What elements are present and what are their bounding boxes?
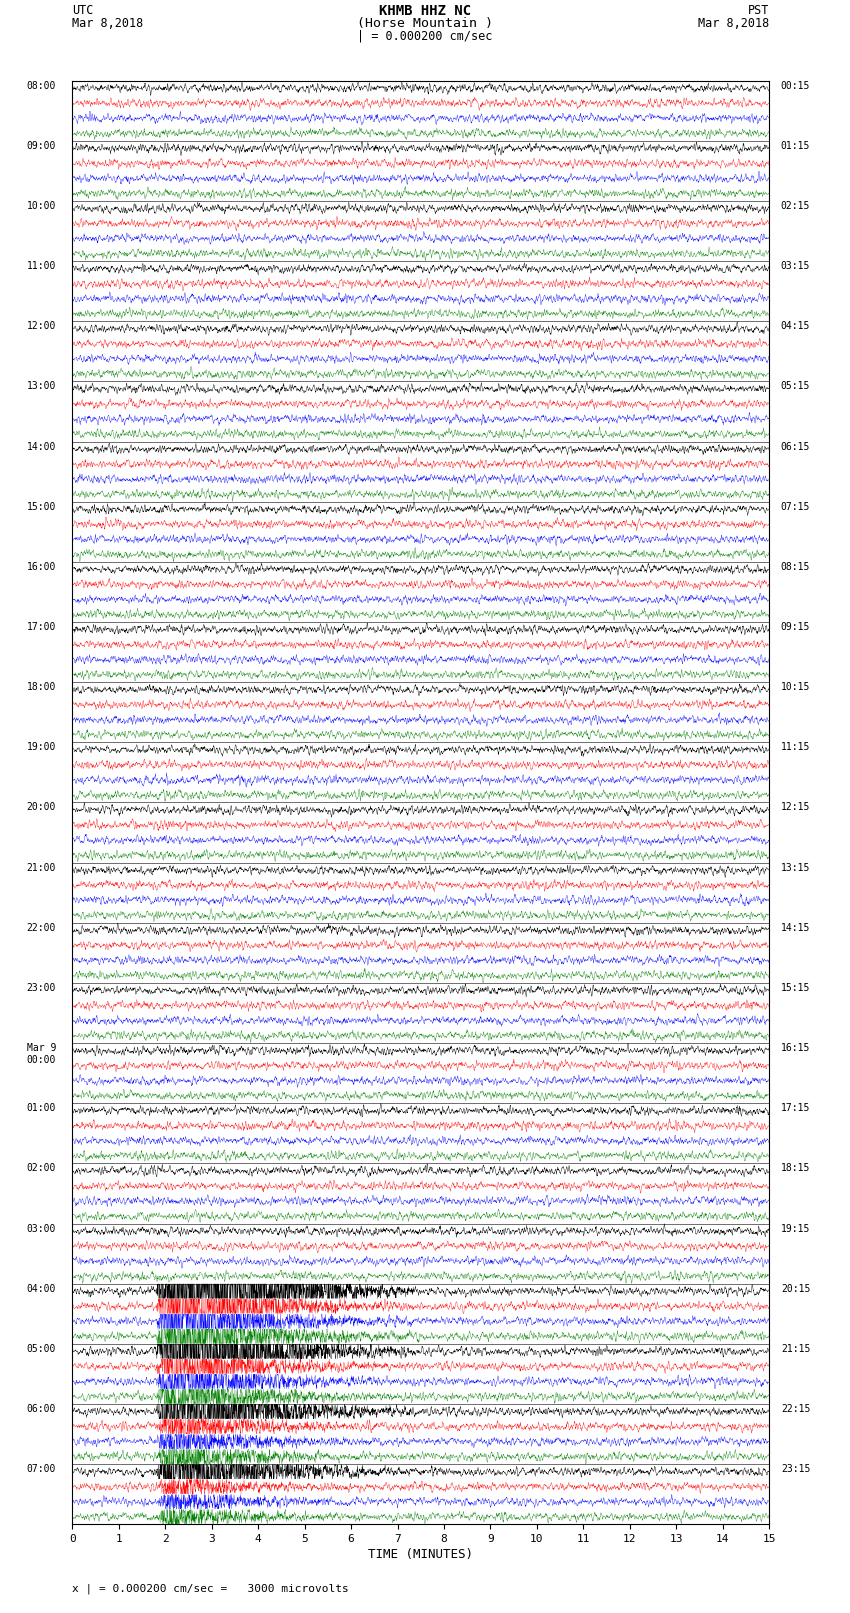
Text: 15:15: 15:15 — [781, 982, 810, 994]
Text: Mar 9
00:00: Mar 9 00:00 — [26, 1044, 56, 1065]
Text: 22:00: 22:00 — [26, 923, 56, 932]
Text: 21:15: 21:15 — [781, 1344, 810, 1353]
Text: 04:00: 04:00 — [26, 1284, 56, 1294]
Text: 12:15: 12:15 — [781, 802, 810, 813]
Text: 02:00: 02:00 — [26, 1163, 56, 1173]
Text: Mar 8,2018: Mar 8,2018 — [72, 18, 144, 31]
Text: 07:00: 07:00 — [26, 1465, 56, 1474]
Text: 06:15: 06:15 — [781, 442, 810, 452]
Text: 20:15: 20:15 — [781, 1284, 810, 1294]
Text: 17:15: 17:15 — [781, 1103, 810, 1113]
Text: 21:00: 21:00 — [26, 863, 56, 873]
Text: PST: PST — [748, 5, 769, 18]
Text: 05:00: 05:00 — [26, 1344, 56, 1353]
Text: 19:15: 19:15 — [781, 1224, 810, 1234]
Text: 13:00: 13:00 — [26, 381, 56, 392]
Text: UTC: UTC — [72, 5, 94, 18]
Text: KHMB HHZ NC: KHMB HHZ NC — [379, 5, 471, 18]
Text: 16:00: 16:00 — [26, 561, 56, 573]
Text: 00:15: 00:15 — [781, 81, 810, 90]
Text: 08:00: 08:00 — [26, 81, 56, 90]
Text: 14:15: 14:15 — [781, 923, 810, 932]
Text: 08:15: 08:15 — [781, 561, 810, 573]
Text: 06:00: 06:00 — [26, 1403, 56, 1415]
Text: 14:00: 14:00 — [26, 442, 56, 452]
Text: 10:15: 10:15 — [781, 682, 810, 692]
Text: 01:00: 01:00 — [26, 1103, 56, 1113]
Text: 12:00: 12:00 — [26, 321, 56, 331]
Text: 18:00: 18:00 — [26, 682, 56, 692]
Text: 02:15: 02:15 — [781, 202, 810, 211]
Text: 16:15: 16:15 — [781, 1044, 810, 1053]
Text: 03:15: 03:15 — [781, 261, 810, 271]
Text: Mar 8,2018: Mar 8,2018 — [698, 18, 769, 31]
Text: 15:00: 15:00 — [26, 502, 56, 511]
Text: 18:15: 18:15 — [781, 1163, 810, 1173]
X-axis label: TIME (MINUTES): TIME (MINUTES) — [368, 1548, 473, 1561]
Text: 03:00: 03:00 — [26, 1224, 56, 1234]
Text: x | = 0.000200 cm/sec =   3000 microvolts: x | = 0.000200 cm/sec = 3000 microvolts — [72, 1582, 349, 1594]
Text: 17:00: 17:00 — [26, 623, 56, 632]
Text: 10:00: 10:00 — [26, 202, 56, 211]
Text: 23:00: 23:00 — [26, 982, 56, 994]
Text: 11:15: 11:15 — [781, 742, 810, 752]
Text: 19:00: 19:00 — [26, 742, 56, 752]
Text: 01:15: 01:15 — [781, 140, 810, 150]
Text: | = 0.000200 cm/sec: | = 0.000200 cm/sec — [357, 31, 493, 44]
Text: 09:15: 09:15 — [781, 623, 810, 632]
Text: 23:15: 23:15 — [781, 1465, 810, 1474]
Text: 20:00: 20:00 — [26, 802, 56, 813]
Text: 04:15: 04:15 — [781, 321, 810, 331]
Text: 11:00: 11:00 — [26, 261, 56, 271]
Text: 13:15: 13:15 — [781, 863, 810, 873]
Text: 09:00: 09:00 — [26, 140, 56, 150]
Text: 22:15: 22:15 — [781, 1403, 810, 1415]
Text: 07:15: 07:15 — [781, 502, 810, 511]
Text: 05:15: 05:15 — [781, 381, 810, 392]
Text: (Horse Mountain ): (Horse Mountain ) — [357, 18, 493, 31]
